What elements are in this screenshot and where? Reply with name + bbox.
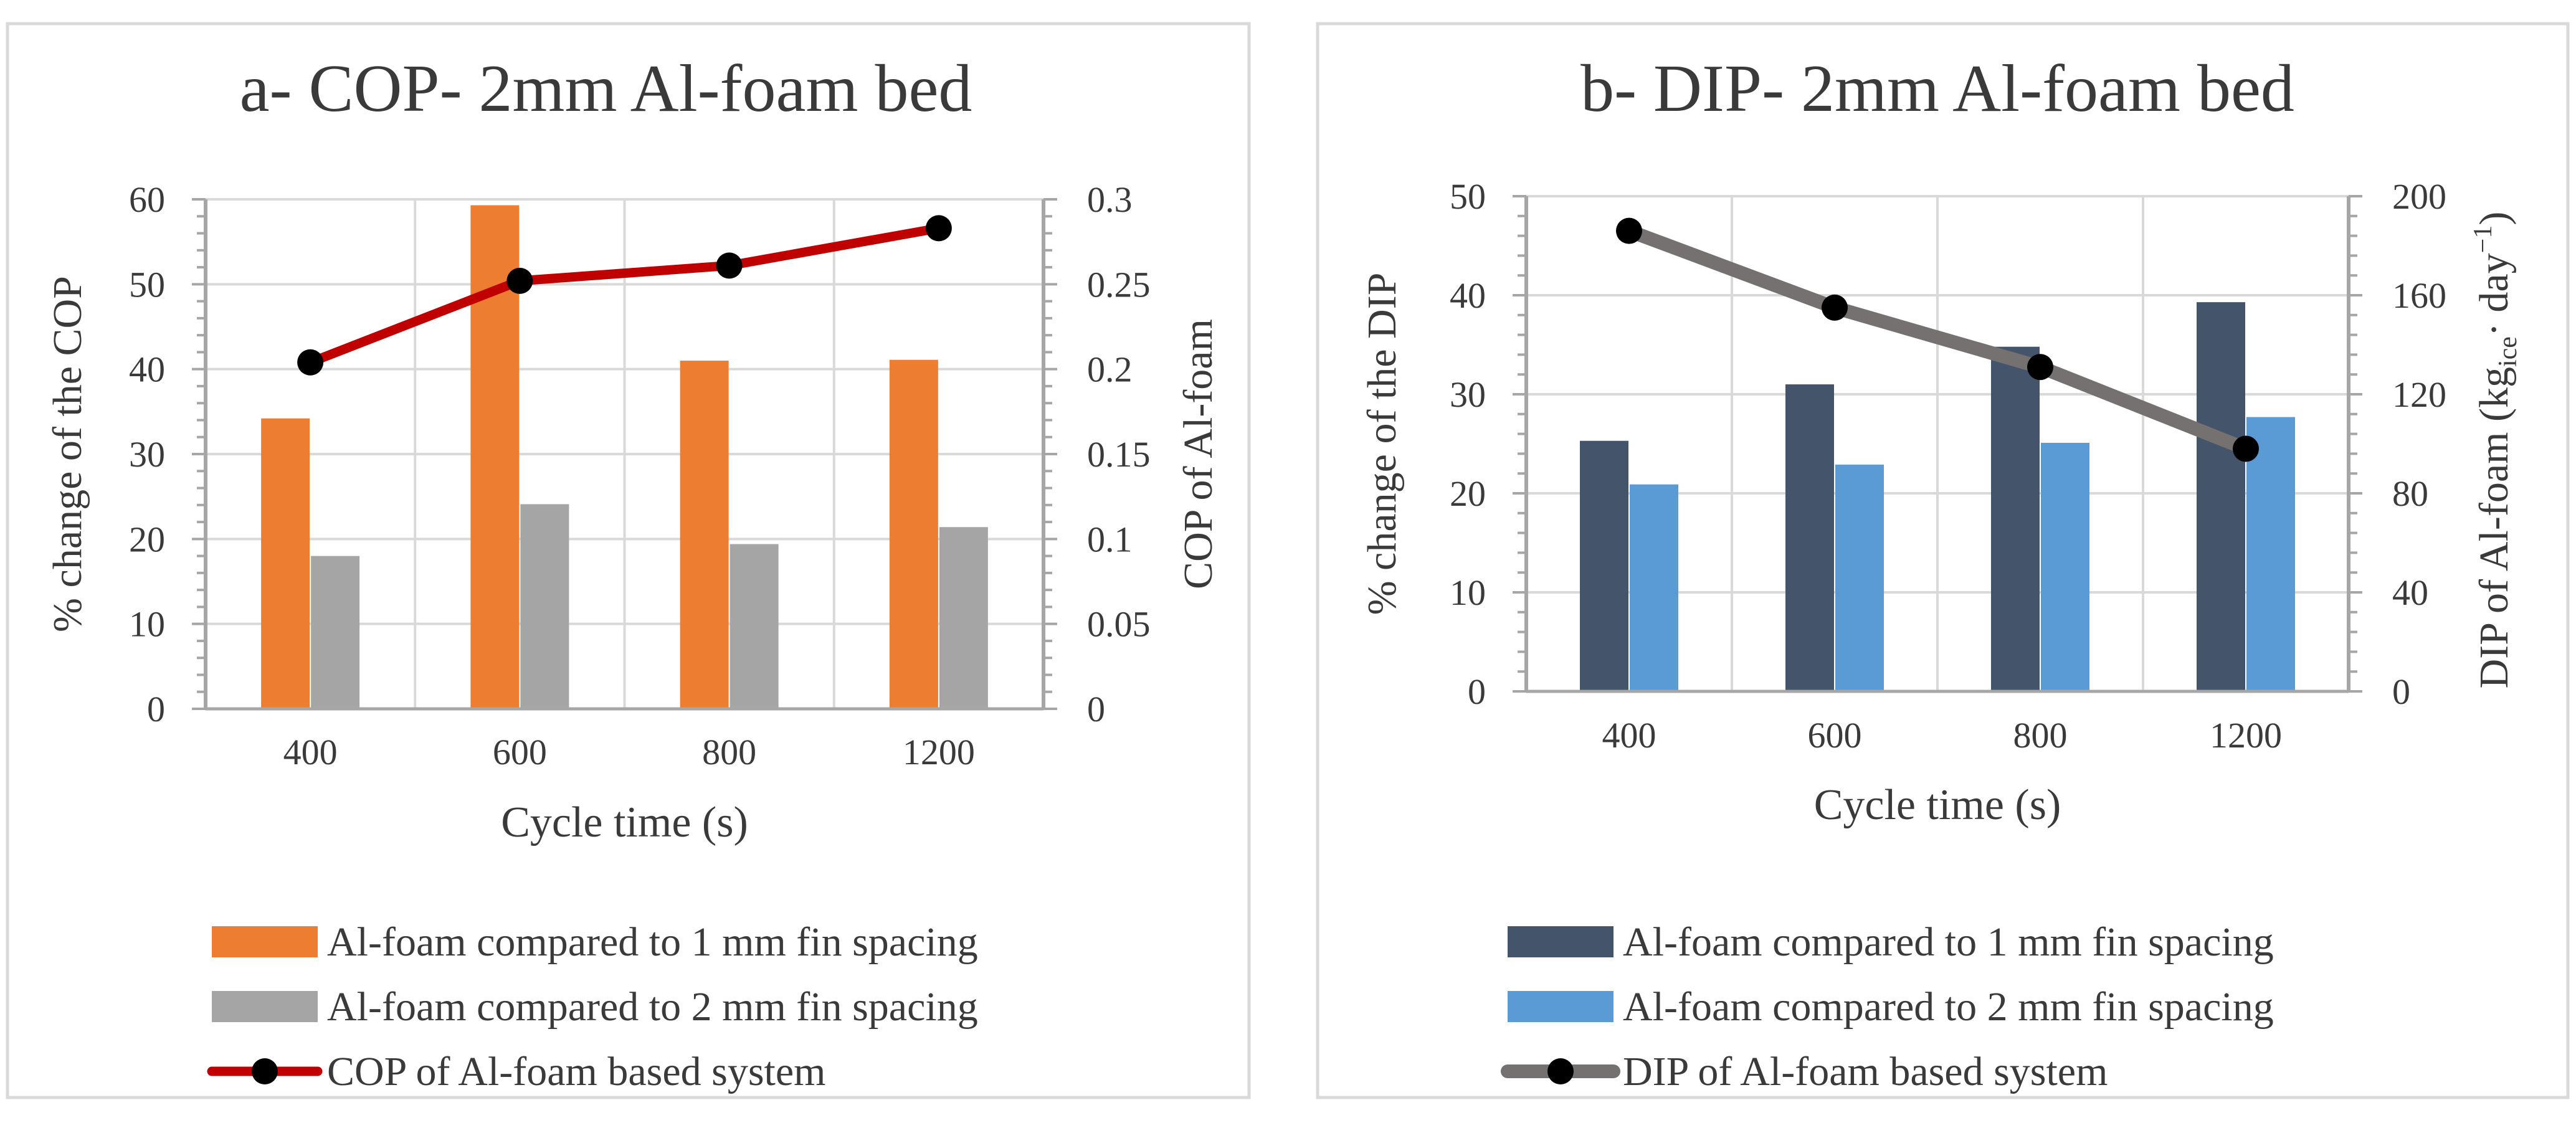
legend-swatch-2mm [1508, 991, 1614, 1022]
line-marker-800 [716, 252, 743, 279]
x-tick-label: 600 [493, 732, 547, 772]
y-left-tick-label: 0 [1468, 671, 1486, 712]
legend-swatch-2mm [212, 991, 318, 1022]
legend-label-1mm: Al-foam compared to 1 mm fin spacing [327, 919, 978, 965]
y-left-tick-label: 40 [129, 349, 165, 390]
legend-line-marker [252, 1058, 278, 1084]
chart-panel-a: a- COP- 2mm Al-foam bed010203040506000.0… [6, 22, 1251, 1099]
x-tick-label: 400 [283, 732, 338, 772]
bar-1mm-800 [680, 361, 729, 709]
y-axis-right-label-prefix: DIP of Al-foam (kg [2471, 367, 2517, 688]
y-right-tick-label: 0 [2392, 671, 2410, 712]
legend-label-line: COP of Al-foam based system [327, 1049, 825, 1094]
y-left-tick-label: 20 [129, 519, 165, 559]
y-axis-right-label-mid: · day [2471, 253, 2517, 336]
chart-title: b- DIP- 2mm Al-foam bed [1580, 52, 2294, 126]
x-axis-label: Cycle time (s) [501, 799, 748, 846]
y-left-tick-label: 10 [129, 604, 165, 645]
line-marker-600 [506, 267, 533, 294]
y-right-tick-label: 0.2 [1087, 349, 1133, 390]
y-right-tick-label: 120 [2392, 374, 2446, 415]
x-axis-label: Cycle time (s) [1814, 781, 2061, 829]
y-right-tick-label: 40 [2392, 572, 2428, 613]
x-tick-label: 1200 [903, 732, 975, 772]
line-marker-1200 [2233, 435, 2259, 462]
y-left-tick-label: 50 [1450, 176, 1486, 217]
y-right-tick-label: 0.3 [1087, 179, 1133, 220]
bar-2mm-400 [1630, 484, 1678, 691]
legend-label-line: DIP of Al-foam based system [1623, 1049, 2108, 1094]
y-right-tick-label: 0.1 [1087, 519, 1133, 559]
line-marker-400 [1616, 217, 1642, 244]
chart-panel-b: b- DIP- 2mm Al-foam bed 0 10 20 30 40 50 0 40 80 1… [1316, 22, 2570, 1099]
bar-2mm-600 [520, 504, 569, 709]
line-marker-800 [2027, 354, 2053, 381]
y-right-tick-label: 200 [2392, 176, 2446, 217]
y-left-tick-label: 50 [129, 264, 165, 305]
bar-1mm-600 [1785, 384, 1834, 691]
y-left-tick-label: 20 [1450, 473, 1486, 514]
y-left-tick-label: 0 [147, 689, 165, 729]
y-axis-right-label-suffix: ) [2471, 212, 2517, 225]
y-right-tick-label: 0.15 [1087, 434, 1151, 475]
line-marker-1200 [925, 215, 952, 242]
bar-2mm-1200 [939, 527, 988, 709]
legend-label-2mm: Al-foam compared to 2 mm fin spacing [327, 984, 978, 1030]
y-axis-right-label: COP of Al-foam [1176, 319, 1221, 589]
x-tick-label: 800 [702, 732, 756, 772]
bar-2mm-800 [730, 544, 779, 709]
bar-2mm-400 [311, 556, 360, 709]
bar-2mm-600 [1835, 464, 1884, 691]
line-marker-400 [297, 349, 324, 376]
y-left-tick-label: 30 [1450, 374, 1486, 415]
y-axis-left-label: % change of the COP [45, 276, 90, 632]
bar-1mm-1200 [2197, 302, 2245, 691]
legend-line-marker [1547, 1058, 1574, 1084]
bar-1mm-1200 [889, 359, 938, 709]
line-series [308, 223, 940, 367]
legend-label-2mm: Al-foam compared to 2 mm fin spacing [1623, 984, 2274, 1030]
y-right-tick-label: 0.05 [1087, 604, 1151, 645]
x-tick-label: 600 [1808, 715, 1862, 756]
y-left-tick-label: 30 [129, 434, 165, 475]
y-right-tick-label: 80 [2392, 473, 2428, 514]
legend-swatch-1mm [1508, 926, 1614, 957]
bar-1mm-400 [261, 418, 310, 709]
x-tick-label: 1200 [2210, 715, 2282, 756]
y-left-tick-label: 60 [129, 179, 165, 220]
x-tick-label: 800 [2013, 715, 2068, 756]
legend-label-1mm: Al-foam compared to 1 mm fin spacing [1623, 919, 2274, 965]
bar-1mm-400 [1580, 440, 1628, 691]
y-right-tick-label: 0 [1087, 689, 1105, 729]
y-right-tick-label: 160 [2392, 275, 2446, 316]
bar-2mm-800 [2041, 442, 2089, 691]
y-axis-right-label: DIP of Al-foam (kgice· day−1) [2469, 212, 2522, 689]
line-series [1627, 224, 2249, 455]
line-marker-600 [1822, 294, 1848, 321]
bar-1mm-800 [1991, 346, 2040, 691]
y-axis-right-label-sub: ice [2494, 336, 2522, 367]
y-right-tick-label: 0.25 [1087, 264, 1151, 305]
y-left-tick-label: 40 [1450, 275, 1486, 316]
y-axis-left-label: % change of the DIP [1359, 273, 1405, 615]
bar-2mm-1200 [2246, 417, 2295, 691]
x-tick-label: 400 [1602, 715, 1656, 756]
y-left-tick-label: 10 [1450, 572, 1486, 613]
y-axis-right-label-sup: −1 [2469, 225, 2498, 254]
legend-swatch-1mm [212, 926, 318, 957]
chart-title: a- COP- 2mm Al-foam bed [240, 52, 972, 126]
